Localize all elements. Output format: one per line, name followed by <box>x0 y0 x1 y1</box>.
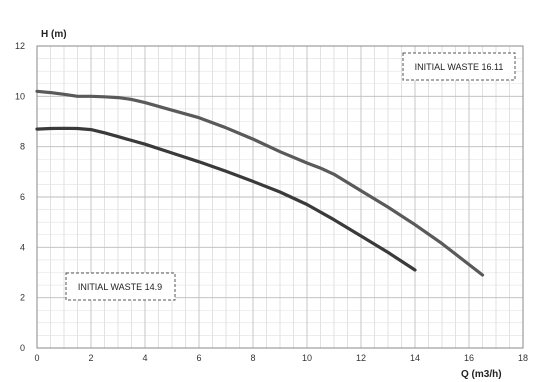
x-tick-label: 10 <box>302 353 312 363</box>
series-line-2 <box>35 126 417 272</box>
series-line-1 <box>35 89 485 277</box>
legend-frame-series-1 <box>402 52 516 81</box>
y-tick-label: 6 <box>20 192 25 202</box>
axes <box>36 45 524 349</box>
plot-frame <box>36 45 524 349</box>
legend-box-series-1: INITIAL WASTE 16.11 <box>402 52 516 81</box>
y-tick-labels: 0 2 4 6 8 10 12 <box>15 41 25 353</box>
y-tick-label: 4 <box>20 242 25 252</box>
y-tick-label: 8 <box>20 142 25 152</box>
y-tick-label: 0 <box>20 343 25 353</box>
x-tick-labels: 0 2 4 6 8 10 12 14 16 18 <box>34 353 528 363</box>
series-lines <box>35 89 485 277</box>
x-tick-label: 0 <box>34 353 39 363</box>
x-tick-label: 8 <box>250 353 255 363</box>
y-tick-label: 10 <box>15 91 25 101</box>
x-tick-label: 16 <box>464 353 474 363</box>
x-tick-label: 6 <box>196 353 201 363</box>
legend-label-series-2: INITIAL WASTE 14.9 <box>78 282 162 292</box>
legend-label-series-1: INITIAL WASTE 16.11 <box>415 62 504 72</box>
y-axis-label: H (m) <box>41 29 67 40</box>
legend-frame-series-2 <box>65 272 176 301</box>
x-tick-label: 4 <box>142 353 147 363</box>
x-tick-label: 2 <box>88 353 93 363</box>
legend-box-series-2: INITIAL WASTE 14.9 <box>65 272 176 301</box>
x-axis-label: Q (m3/h) <box>461 369 502 380</box>
y-tick-label: 12 <box>15 41 25 51</box>
x-tick-label: 18 <box>518 353 528 363</box>
x-tick-label: 12 <box>356 353 366 363</box>
y-tick-label: 2 <box>20 293 25 303</box>
x-tick-label: 14 <box>410 353 420 363</box>
